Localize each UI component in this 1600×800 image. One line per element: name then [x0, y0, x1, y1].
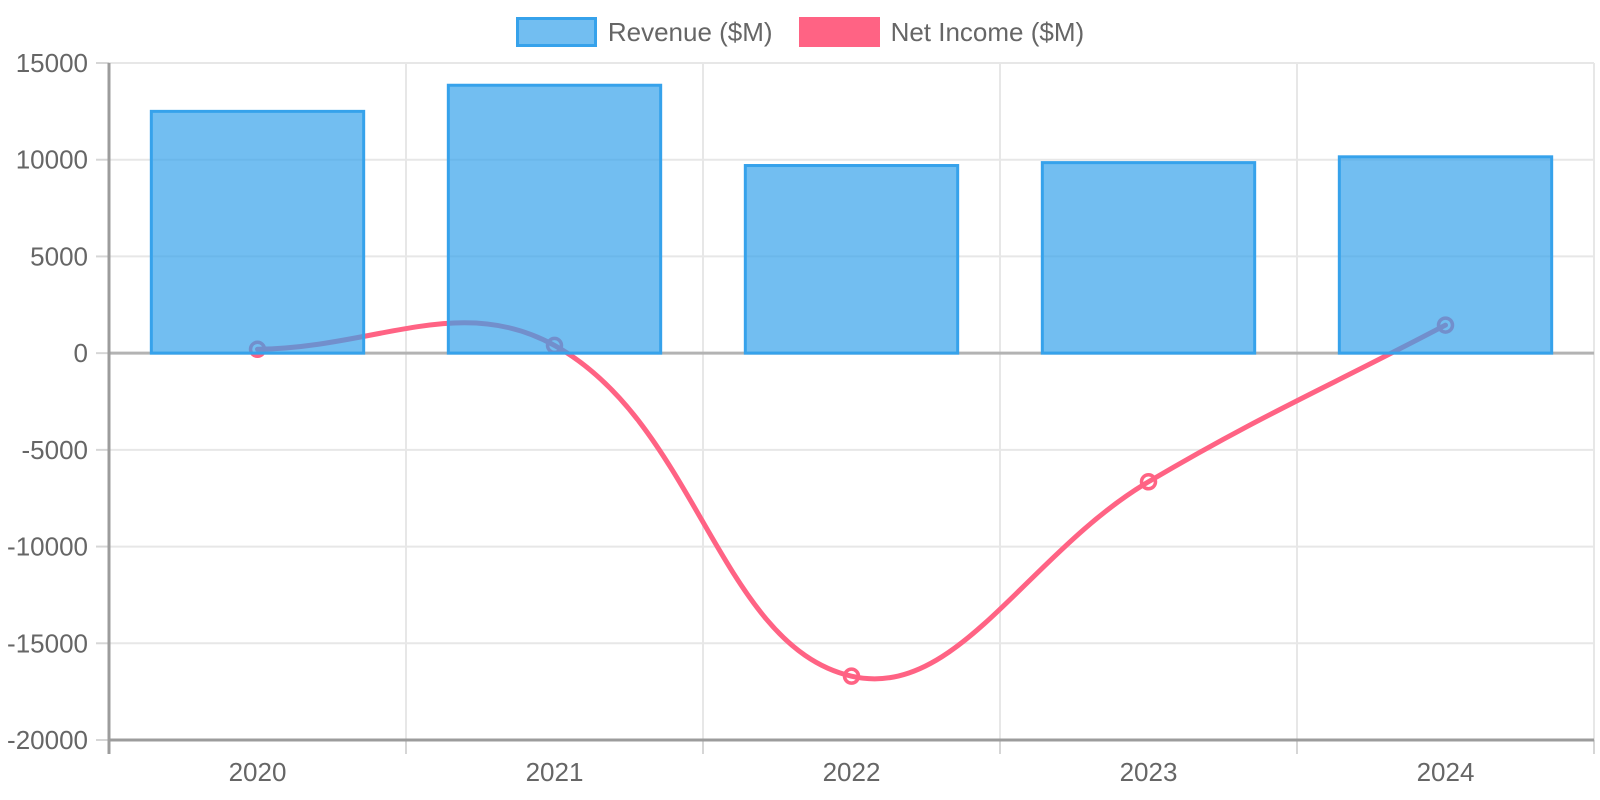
y-axis-label: -20000 — [7, 725, 88, 755]
revenue-bar[interactable] — [149, 109, 366, 355]
net-income-legend-label: Net Income ($M) — [890, 17, 1085, 47]
net-income-point[interactable] — [1139, 473, 1158, 491]
legend-item-revenue[interactable]: Revenue ($M) — [515, 17, 773, 47]
y-axis-label: 0 — [74, 338, 88, 368]
x-axis-label: 2024 — [1417, 757, 1475, 787]
x-axis-label: 2022 — [823, 757, 881, 787]
revenue-bar[interactable] — [446, 83, 663, 355]
net-income-line — [255, 320, 1448, 682]
revenue-bar[interactable] — [743, 164, 960, 355]
y-axis-label: 5000 — [30, 241, 88, 271]
net-income-point[interactable] — [842, 667, 861, 685]
chart-legend: Revenue ($M) Net Income ($M) — [0, 17, 1600, 47]
legend-item-net-income[interactable]: Net Income ($M) — [798, 17, 1085, 47]
y-axis-label: -5000 — [22, 435, 89, 465]
revenue-legend-swatch — [515, 17, 597, 47]
x-axis-label: 2021 — [526, 757, 584, 787]
y-axis-label: 10000 — [16, 145, 88, 175]
revenue-bar[interactable] — [1040, 161, 1257, 355]
y-axis-label: -10000 — [7, 532, 88, 562]
y-axis-label: -15000 — [7, 628, 88, 658]
net-income-legend-swatch — [798, 17, 880, 47]
revenue-bar[interactable] — [1337, 155, 1554, 355]
x-axis-label: 2023 — [1120, 757, 1178, 787]
revenue-legend-label: Revenue ($M) — [607, 17, 773, 47]
y-axis-label: 15000 — [16, 48, 88, 78]
x-axis-label: 2020 — [229, 757, 287, 787]
